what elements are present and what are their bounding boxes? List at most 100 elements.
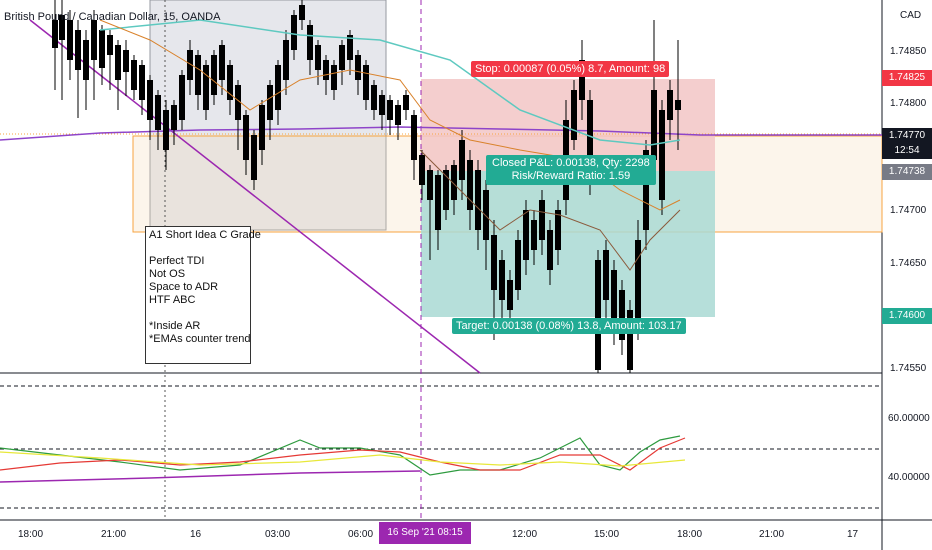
candle-body xyxy=(235,85,241,120)
note-line: Perfect TDI xyxy=(149,255,205,267)
candle-body xyxy=(251,135,257,180)
candle-body xyxy=(635,240,641,330)
candle-body xyxy=(331,65,337,90)
note-line: HTF ABC xyxy=(149,294,196,306)
candle-body xyxy=(547,230,553,270)
candle-body xyxy=(267,85,273,120)
candle-body xyxy=(579,60,585,100)
candle-body xyxy=(675,100,681,110)
candle-body xyxy=(107,35,113,55)
candle-body xyxy=(187,50,193,80)
x-tick-label: 15:00 xyxy=(594,529,620,540)
candle-body xyxy=(403,95,409,110)
x-tick-label: 03:00 xyxy=(265,529,291,540)
vwap-line xyxy=(0,126,882,141)
target-label: Target: 0.00138 (0.08%) 13.8, Amount: 10… xyxy=(452,318,686,334)
candle-body xyxy=(283,40,289,80)
trend-line xyxy=(29,19,481,374)
candle-body xyxy=(243,115,249,160)
candle-body xyxy=(379,95,385,115)
stop-price-tag: 1.74825 xyxy=(882,70,932,86)
x-tick-label: 21:00 xyxy=(759,529,785,540)
closed-pnl-label: Closed P&L: 0.00138, Qty: 2298 Risk/Rewa… xyxy=(486,155,656,185)
tdi-yellow-line xyxy=(0,451,686,467)
candle-body xyxy=(347,35,353,60)
candle-body xyxy=(315,45,321,70)
candle-body xyxy=(259,105,265,150)
x-tick-label: 18:00 xyxy=(18,529,44,540)
candle-body xyxy=(339,45,345,70)
candle-body xyxy=(275,65,281,110)
candle-body xyxy=(667,90,673,120)
candle-body xyxy=(443,170,449,210)
candle-body xyxy=(619,290,625,340)
candle-body xyxy=(419,155,425,185)
tdi-red-line xyxy=(0,437,686,471)
candle-body xyxy=(611,270,617,330)
candle-body xyxy=(531,220,537,250)
candle-body xyxy=(507,280,513,310)
note-line: *Inside AR xyxy=(149,320,201,332)
candle-body xyxy=(627,310,633,370)
candle-body xyxy=(203,65,209,110)
candle-body xyxy=(475,170,481,230)
candle-body xyxy=(291,15,297,50)
candle-body xyxy=(435,175,441,230)
x-tick-label: 21:00 xyxy=(101,529,127,540)
candle-body xyxy=(67,20,73,60)
x-tick-label: 16 xyxy=(190,529,202,540)
cursor-time-label: 16 Sep '21 08:15 xyxy=(379,522,471,544)
x-tick-label: 06:00 xyxy=(348,529,374,540)
candle-body xyxy=(659,110,665,200)
x-tick-label: 12:00 xyxy=(512,529,538,540)
candle-body xyxy=(91,20,97,60)
entry-price-tag: 1.74738 xyxy=(882,164,932,180)
candle-body xyxy=(451,165,457,200)
candle-body xyxy=(643,150,649,230)
note-line: Space to ADR xyxy=(149,281,219,293)
note-line xyxy=(149,307,247,320)
candle-body xyxy=(75,30,81,70)
candle-body xyxy=(571,90,577,140)
y-tick-label: 1.74850 xyxy=(890,46,927,57)
candle-body xyxy=(179,75,185,120)
note-line: *EMAs counter trend xyxy=(149,333,251,345)
note-line: A1 Short Idea C Grade xyxy=(149,229,261,241)
candle-body xyxy=(467,160,473,210)
candle-body xyxy=(371,85,377,110)
candle-body xyxy=(299,5,305,20)
y-tick-label: 1.74800 xyxy=(890,98,927,109)
y-tick-label: 1.74550 xyxy=(890,363,927,374)
trade-note[interactable]: A1 Short Idea C Grade Perfect TDI Not OS… xyxy=(145,226,261,364)
candle-body xyxy=(171,105,177,130)
candle-body xyxy=(411,115,417,160)
x-tick-label: 18:00 xyxy=(677,529,703,540)
candle-body xyxy=(211,55,217,95)
candle-body xyxy=(307,25,313,60)
closed-pnl-text: Closed P&L: 0.00138, Qty: 2298 xyxy=(492,157,650,169)
candle-body xyxy=(387,100,393,120)
tdi-green-line xyxy=(0,435,681,476)
candle-body xyxy=(499,260,505,300)
candle-body xyxy=(395,105,401,125)
indicator-tick-label: 60.00000 xyxy=(888,413,930,424)
candle-body xyxy=(523,210,529,260)
tdi-purple-line xyxy=(0,470,421,483)
indicator-tick-label: 40.00000 xyxy=(888,472,930,483)
candle-body xyxy=(147,80,153,120)
candle-body xyxy=(195,55,201,95)
candle-body xyxy=(603,250,609,300)
current-price-tag: 1.74770 xyxy=(882,128,932,144)
candle-body xyxy=(219,45,225,80)
candle-body xyxy=(427,170,433,200)
candle-body xyxy=(99,30,105,68)
risk-reward-text: Risk/Reward Ratio: 1.59 xyxy=(511,170,631,182)
y-tick-label: 1.74650 xyxy=(890,258,927,269)
candle-body xyxy=(587,100,593,180)
candle-body xyxy=(355,55,361,80)
candle-body xyxy=(59,15,65,40)
ema-orange-line xyxy=(99,19,681,211)
note-line xyxy=(149,242,247,255)
